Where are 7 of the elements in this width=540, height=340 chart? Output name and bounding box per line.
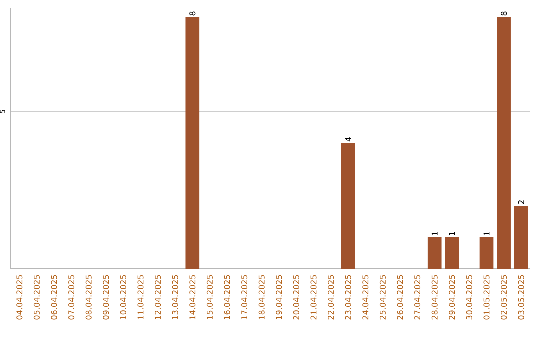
bar — [445, 238, 460, 269]
bar — [480, 238, 494, 269]
bar — [341, 143, 356, 269]
bar — [497, 17, 511, 269]
bar — [186, 17, 200, 269]
bar — [514, 206, 528, 269]
bar — [428, 238, 442, 269]
